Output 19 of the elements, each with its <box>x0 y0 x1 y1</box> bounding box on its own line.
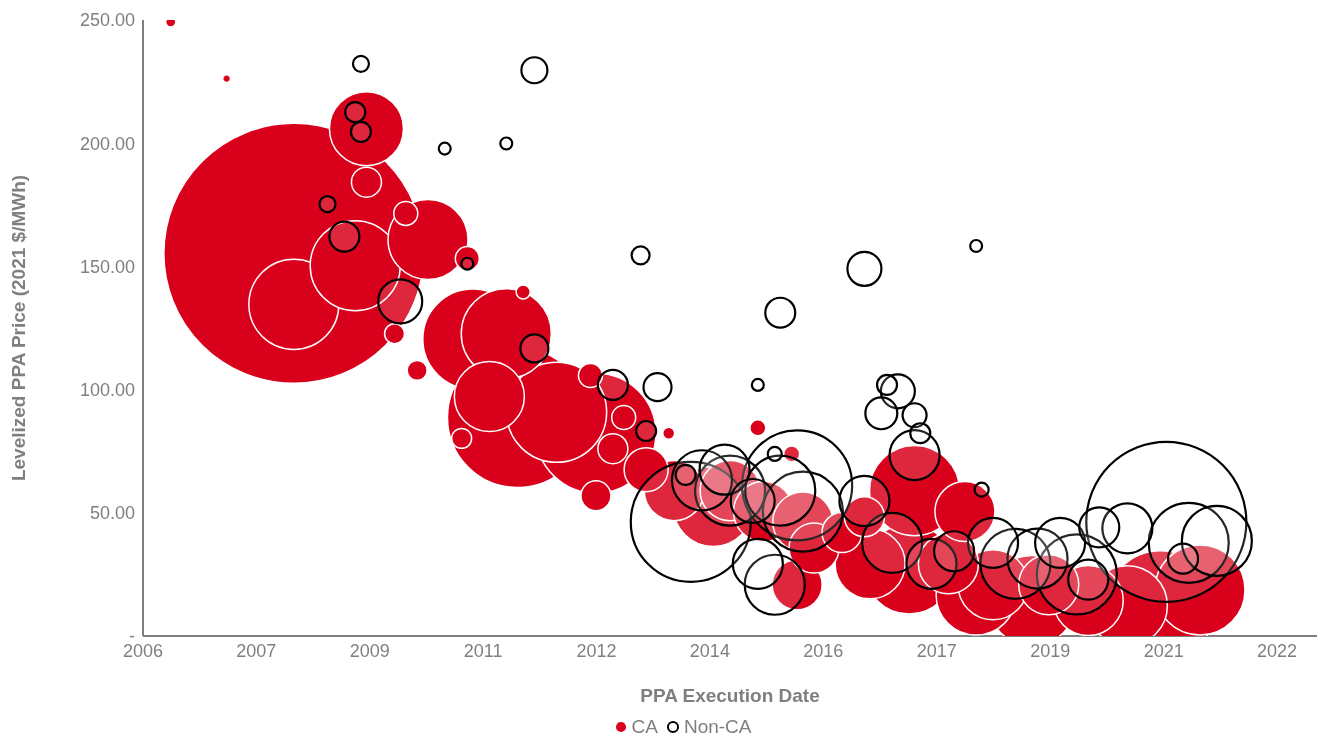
y-tick-label: 150.00 <box>79 256 135 277</box>
y-tick-label: 200.00 <box>79 133 135 154</box>
x-tick-label: 2021 <box>1143 640 1184 661</box>
x-tick-label: 2011 <box>463 640 503 661</box>
x-tick-label: 2009 <box>349 640 390 661</box>
y-tick-label: 250.00 <box>79 10 135 31</box>
x-tick-label: 2022 <box>1256 640 1297 661</box>
x-tick-label: 2007 <box>236 640 277 661</box>
x-tick-label: 2012 <box>576 640 617 661</box>
x-axis-title: PPA Execution Date <box>640 685 820 706</box>
x-tick-label: 2019 <box>1030 640 1071 661</box>
legend-label: Non-CA <box>683 716 752 738</box>
y-axis-title: Levelized PPA Price (2021 $/MWh) <box>7 174 29 482</box>
y-tick-label: 100.00 <box>79 379 135 400</box>
x-tick-label: 2014 <box>689 640 730 661</box>
y-tick-label: 50.00 <box>89 503 135 524</box>
legend-label: CA <box>631 716 658 738</box>
x-tick-label: 2017 <box>916 640 957 661</box>
x-tick-label: 2016 <box>803 640 844 661</box>
